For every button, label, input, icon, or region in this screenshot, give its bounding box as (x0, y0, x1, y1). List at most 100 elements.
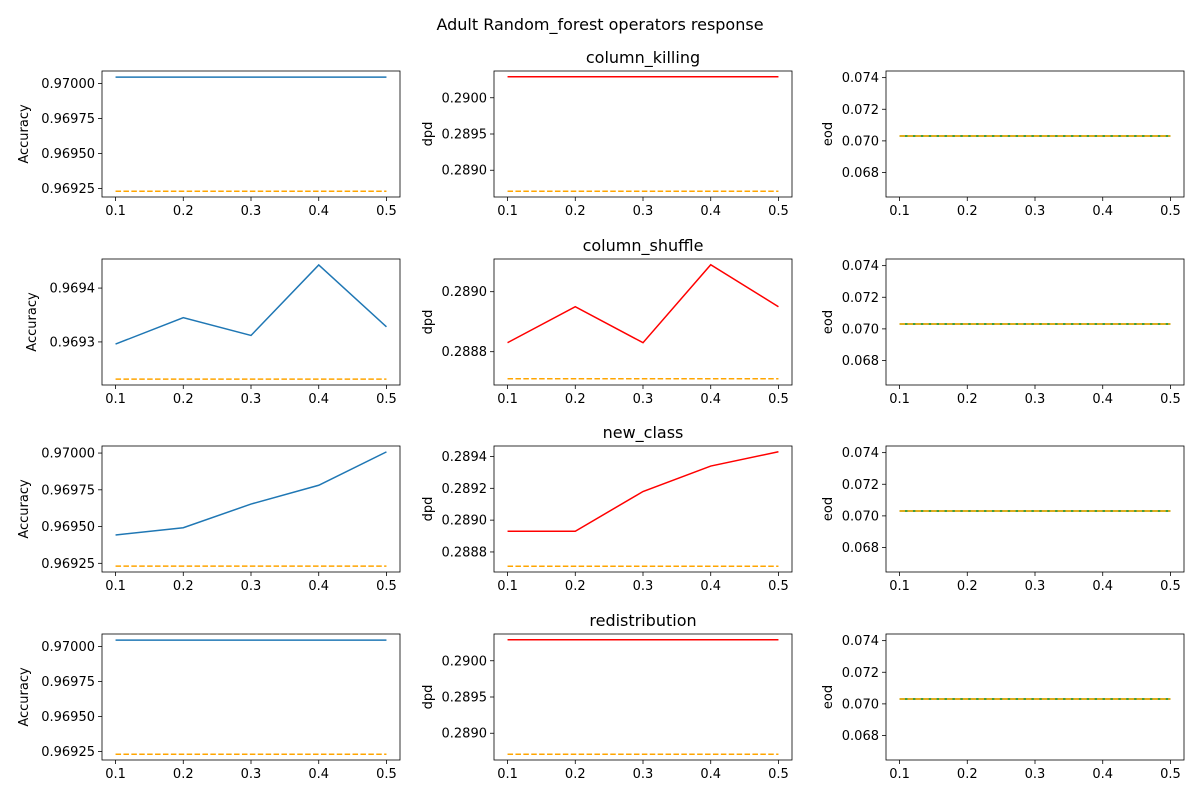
subplot-column_killing-accuracy: 0.1 0.2 0.3 0.4 0.5 0.96925 0.96950 0.96975 0.97… (17, 70, 401, 219)
x-tick-label: 0.2 (565, 767, 586, 782)
x-tick-label: 0.2 (173, 767, 194, 782)
x-tick-label: 0.3 (241, 392, 262, 407)
x-tick-label: 0.1 (889, 579, 910, 594)
y-tick-label: 0.070 (842, 509, 879, 524)
x-tick-label: 0.4 (1092, 767, 1113, 782)
y-tick-label: 0.2895 (442, 128, 488, 143)
subplot-column_shuffle-dpd: 0.1 0.2 0.3 0.4 0.5 0.2888 0.2890 dpd column_shu… (421, 236, 793, 407)
y-tick-label: 0.074 (842, 259, 879, 274)
x-tick-label: 0.1 (497, 579, 518, 594)
y-tick-label: 0.96975 (41, 483, 95, 498)
x-tick-label: 0.3 (241, 579, 262, 594)
x-tick-label: 0.4 (700, 767, 721, 782)
subplot-column_shuffle-eod: 0.1 0.2 0.3 0.4 0.5 0.068 0.070 0.072 0.074 eod (821, 258, 1185, 407)
x-tick-label: 0.3 (241, 204, 262, 219)
x-tick-label: 0.5 (1160, 392, 1181, 407)
x-tick-label: 0.4 (700, 579, 721, 594)
y-axis-label: eod (821, 497, 836, 521)
x-tick-label: 0.5 (1160, 204, 1181, 219)
figure-suptitle: Adult Random_forest operators response (436, 15, 763, 35)
y-axis-label: eod (821, 685, 836, 709)
y-tick-label: 0.2888 (442, 545, 488, 560)
x-tick-label: 0.4 (700, 204, 721, 219)
x-tick-label: 0.4 (1092, 204, 1113, 219)
y-axis-label: Accuracy (17, 667, 32, 727)
x-tick-label: 0.3 (633, 392, 654, 407)
accuracy-series-line (115, 263, 387, 345)
y-tick-label: 0.068 (842, 354, 879, 369)
x-tick-label: 0.3 (241, 767, 262, 782)
x-tick-label: 0.4 (308, 204, 329, 219)
x-tick-label: 0.4 (308, 767, 329, 782)
y-tick-label: 0.96925 (41, 745, 95, 760)
y-tick-label: 0.070 (842, 697, 879, 712)
x-tick-label: 0.4 (1092, 392, 1113, 407)
x-tick-label: 0.4 (700, 392, 721, 407)
y-tick-label: 0.2890 (442, 727, 488, 742)
y-tick-label: 0.074 (842, 634, 879, 649)
y-axis-label: eod (821, 310, 836, 334)
subplot-redistribution-accuracy: 0.1 0.2 0.3 0.4 0.5 0.96925 0.96950 0.96975 0.97… (17, 633, 401, 782)
y-axis-label: Accuracy (17, 104, 32, 164)
y-tick-label: 0.96950 (41, 147, 95, 162)
x-tick-label: 0.1 (105, 204, 126, 219)
y-tick-label: 0.2892 (442, 482, 488, 497)
x-tick-label: 0.2 (173, 204, 194, 219)
y-tick-label: 0.97000 (41, 447, 95, 462)
x-tick-label: 0.2 (957, 392, 978, 407)
x-tick-label: 0.1 (497, 767, 518, 782)
subplot-title: redistribution (589, 611, 696, 630)
y-tick-label: 0.97000 (41, 77, 95, 92)
x-tick-label: 0.1 (105, 579, 126, 594)
y-tick-label: 0.9693 (50, 335, 96, 350)
subplot-redistribution-dpd: 0.1 0.2 0.3 0.4 0.5 0.2890 0.2895 0.2900 dpd redi… (421, 611, 793, 782)
subplot-column_killing-dpd: 0.1 0.2 0.3 0.4 0.5 0.2890 0.2895 0.2900 dpd colu… (421, 48, 793, 219)
x-tick-label: 0.3 (1025, 767, 1046, 782)
subplot-column_shuffle-accuracy: 0.1 0.2 0.3 0.4 0.5 0.9693 0.9694 Accuracy (25, 258, 401, 407)
subplot-new_class-dpd: 0.1 0.2 0.3 0.4 0.5 0.2888 0.2890 0.2892 0.2894 d… (421, 423, 793, 594)
subplot-title: column_killing (586, 48, 700, 68)
y-tick-label: 0.2900 (442, 91, 488, 106)
y-tick-label: 0.070 (842, 134, 879, 149)
dpd-series-line (507, 450, 779, 533)
y-axis-label: dpd (421, 310, 436, 335)
x-tick-label: 0.1 (889, 392, 910, 407)
y-axis-label: Accuracy (25, 292, 40, 352)
y-tick-label: 0.074 (842, 446, 879, 461)
y-axis-label: dpd (421, 685, 436, 710)
y-tick-label: 0.074 (842, 71, 879, 86)
accuracy-series-line (115, 451, 387, 536)
x-tick-label: 0.5 (376, 767, 397, 782)
x-tick-label: 0.4 (1092, 579, 1113, 594)
x-tick-label: 0.2 (957, 579, 978, 594)
y-tick-label: 0.068 (842, 166, 879, 181)
x-tick-label: 0.5 (376, 579, 397, 594)
y-tick-label: 0.072 (842, 291, 879, 306)
x-tick-label: 0.2 (957, 767, 978, 782)
x-tick-label: 0.5 (376, 204, 397, 219)
x-tick-label: 0.1 (889, 767, 910, 782)
y-tick-label: 0.2895 (442, 691, 488, 706)
x-tick-label: 0.3 (633, 579, 654, 594)
x-tick-label: 0.1 (105, 767, 126, 782)
y-tick-label: 0.9694 (50, 282, 96, 297)
x-tick-label: 0.3 (1025, 392, 1046, 407)
y-tick-label: 0.2888 (442, 345, 488, 360)
x-tick-label: 0.2 (565, 204, 586, 219)
y-axis-label: eod (821, 122, 836, 146)
x-tick-label: 0.3 (633, 767, 654, 782)
subplot-redistribution-eod: 0.1 0.2 0.3 0.4 0.5 0.068 0.070 0.072 0.074 eod (821, 633, 1185, 782)
y-tick-label: 0.2890 (442, 164, 488, 179)
x-tick-label: 0.2 (173, 392, 194, 407)
x-tick-label: 0.1 (497, 204, 518, 219)
x-tick-label: 0.2 (565, 579, 586, 594)
x-tick-label: 0.3 (1025, 579, 1046, 594)
x-tick-label: 0.5 (768, 392, 789, 407)
y-tick-label: 0.068 (842, 729, 879, 744)
x-tick-label: 0.1 (497, 392, 518, 407)
y-tick-label: 0.072 (842, 103, 879, 118)
y-tick-label: 0.96975 (41, 112, 95, 127)
x-tick-label: 0.5 (1160, 579, 1181, 594)
